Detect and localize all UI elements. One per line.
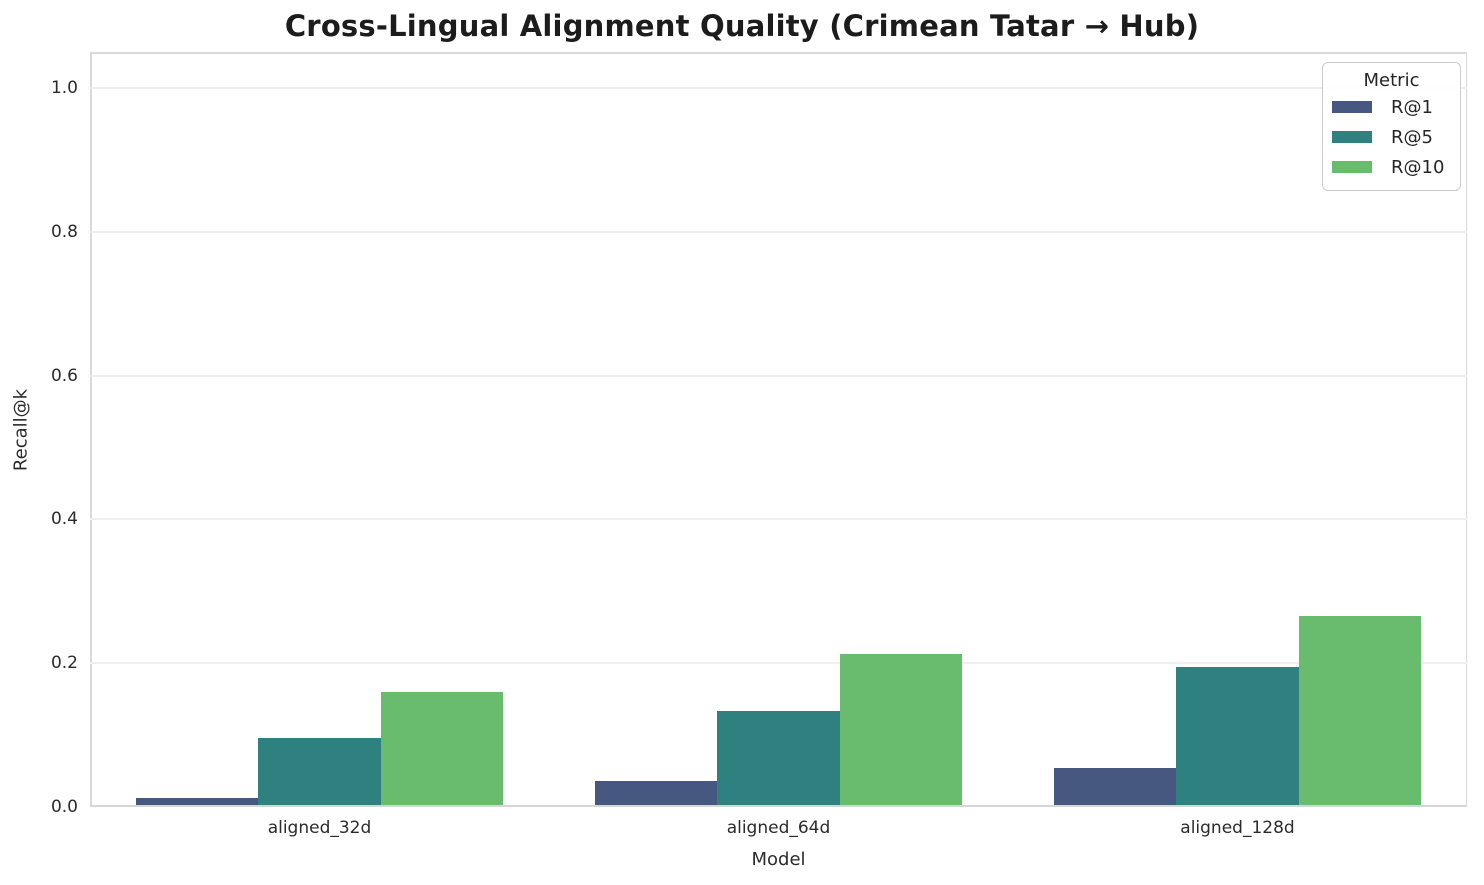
plot-border-bottom [90,804,1467,807]
legend: Metric R@1 R@5 R@10 [1322,62,1461,191]
plot-border-right [1465,52,1467,807]
legend-title: Metric [1363,70,1420,91]
gridline-0.8 [90,230,1467,233]
legend-entries: R@1 R@5 R@10 [1323,92,1460,182]
plot-area [90,52,1467,807]
bar-r1-aligned_32d [135,797,259,807]
bar-r5-aligned_128d [1176,666,1299,807]
legend-entry-r1: R@1 [1323,92,1460,122]
legend-swatch-r5 [1332,131,1372,143]
legend-entry-label: R@1 [1391,96,1433,118]
bar-r10-aligned_64d [839,653,963,807]
legend-entry-r10: R@10 [1323,152,1460,182]
plot-border-left [90,52,92,807]
y-tick-label-0.2: 0.2 [50,653,78,674]
chart-title: Cross-Lingual Alignment Quality (Crimean… [284,9,1200,43]
gridline-0.6 [90,374,1467,377]
x-tick-label-aligned_32d: aligned_32d [267,818,372,838]
legend-entry-label: R@10 [1391,156,1445,178]
bar-r1-aligned_128d [1053,768,1177,807]
legend-entry-label: R@5 [1391,126,1433,148]
gridline-0.2 [90,662,1467,665]
legend-entry-r5: R@5 [1323,122,1460,152]
y-tick-label-0.4: 0.4 [50,509,78,530]
y-tick-label-0.0: 0.0 [50,797,78,817]
bar-r1-aligned_64d [594,781,718,807]
x-tick-label-aligned_64d: aligned_64d [726,818,831,838]
legend-swatch-r1 [1332,101,1372,113]
bar-r10-aligned_32d [380,691,504,807]
x-tick-label-aligned_128d: aligned_128d [1180,818,1295,838]
bar-r5-aligned_32d [258,737,381,807]
plot-border-top [90,52,1467,54]
y-tick-label-0.6: 0.6 [50,365,78,386]
y-axis-label: Recall@k [10,388,32,472]
y-tick-label-1.0: 1.0 [50,77,78,98]
x-axis-label: Model [751,849,806,870]
bar-r10-aligned_128d [1298,615,1422,807]
gridline-0.4 [90,518,1467,521]
legend-swatch-r10 [1332,161,1372,173]
bar-r5-aligned_64d [717,710,840,807]
y-tick-label-0.8: 0.8 [50,221,78,242]
gridline-1.0 [90,86,1467,89]
